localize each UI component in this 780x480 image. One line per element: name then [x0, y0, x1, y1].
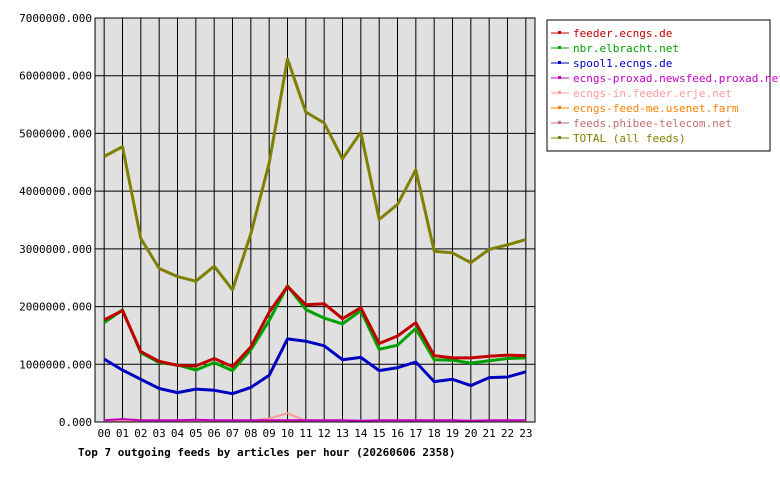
legend-marker-1 [558, 46, 561, 49]
series-line-2 [103, 337, 527, 396]
legend-marker-2 [558, 61, 561, 64]
legend-label-2: spool1.ecngs.de [573, 57, 672, 70]
legend-marker-3 [558, 76, 561, 79]
x-axis-ticks: 00 01 02 03 04 05 06 07 08 09 10 11 12 13 14 15 16 17 18 19… [98, 427, 533, 440]
x-tick-label: 17 [409, 427, 422, 440]
x-tick-label: 21 [483, 427, 496, 440]
x-tick-label: 03 [153, 427, 166, 440]
y-axis-ticks: 0.000 1000000.000 2000000.000 3000000.000 40… [19, 12, 92, 429]
series-line-0 [103, 284, 526, 369]
legend-marker-7 [558, 136, 561, 139]
series-line-3 [104, 418, 526, 422]
x-tick-label: 20 [464, 427, 477, 440]
legend-label-7: TOTAL (all feeds) [573, 132, 686, 145]
x-tick-label: 01 [116, 427, 129, 440]
series-lines [103, 57, 527, 423]
x-tick-label: 12 [318, 427, 331, 440]
x-tick-label: 18 [428, 427, 441, 440]
y-tick-label: 4000000.000 [19, 185, 92, 198]
y-tick-label: 1000000.000 [19, 358, 92, 371]
x-tick-label: 19 [446, 427, 459, 440]
legend-marker-5 [558, 106, 561, 109]
legend-label-1: nbr.elbracht.net [573, 42, 679, 55]
y-tick-label: 6000000.000 [19, 70, 92, 83]
legend-label-5: ecngs-feed-me.usenet.farm [573, 102, 739, 115]
legend-box [546, 19, 771, 152]
x-tick-label: 10 [281, 427, 294, 440]
x-tick-label: 06 [208, 427, 221, 440]
x-tick-label: 22 [501, 427, 514, 440]
legend-marker-4 [558, 91, 561, 94]
x-tick-label: 08 [244, 427, 257, 440]
legend: feeder.ecngs.de nbr.elbracht.net spool1.ec… [551, 27, 780, 145]
x-tick-label: 05 [189, 427, 202, 440]
x-tick-label: 15 [373, 427, 386, 440]
legend-label-4: ecngs-in.feeder.erje.net [573, 87, 732, 100]
x-tick-label: 00 [98, 427, 111, 440]
y-tick-label: 3000000.000 [19, 243, 92, 256]
legend-label-0: feeder.ecngs.de [573, 27, 672, 40]
y-tick-label: 0.000 [59, 416, 92, 429]
grid-lines [95, 17, 535, 423]
x-tick-label: 09 [263, 427, 276, 440]
series-line-7 [103, 57, 527, 292]
y-tick-label: 5000000.000 [19, 127, 92, 140]
chart-title: Top 7 outgoing feeds by articles per hou… [78, 446, 456, 459]
x-tick-label: 13 [336, 427, 349, 440]
legend-label-3: ecngs-proxad.newsfeed.proxad.net [573, 72, 780, 85]
x-tick-label: 14 [354, 427, 368, 440]
legend-marker-6 [558, 121, 561, 124]
plot-area [95, 18, 535, 422]
x-tick-label: 16 [391, 427, 404, 440]
x-tick-label: 07 [226, 427, 239, 440]
y-tick-label: 7000000.000 [19, 12, 92, 25]
x-tick-label: 11 [299, 427, 312, 440]
plot-frame [94, 17, 536, 423]
legend-label-6: feeds.phibee-telecom.net [573, 117, 732, 130]
x-tick-label: 23 [519, 427, 532, 440]
legend-marker-0 [558, 31, 561, 34]
x-tick-label: 04 [171, 427, 185, 440]
y-tick-label: 2000000.000 [19, 301, 92, 314]
x-tick-label: 02 [134, 427, 147, 440]
